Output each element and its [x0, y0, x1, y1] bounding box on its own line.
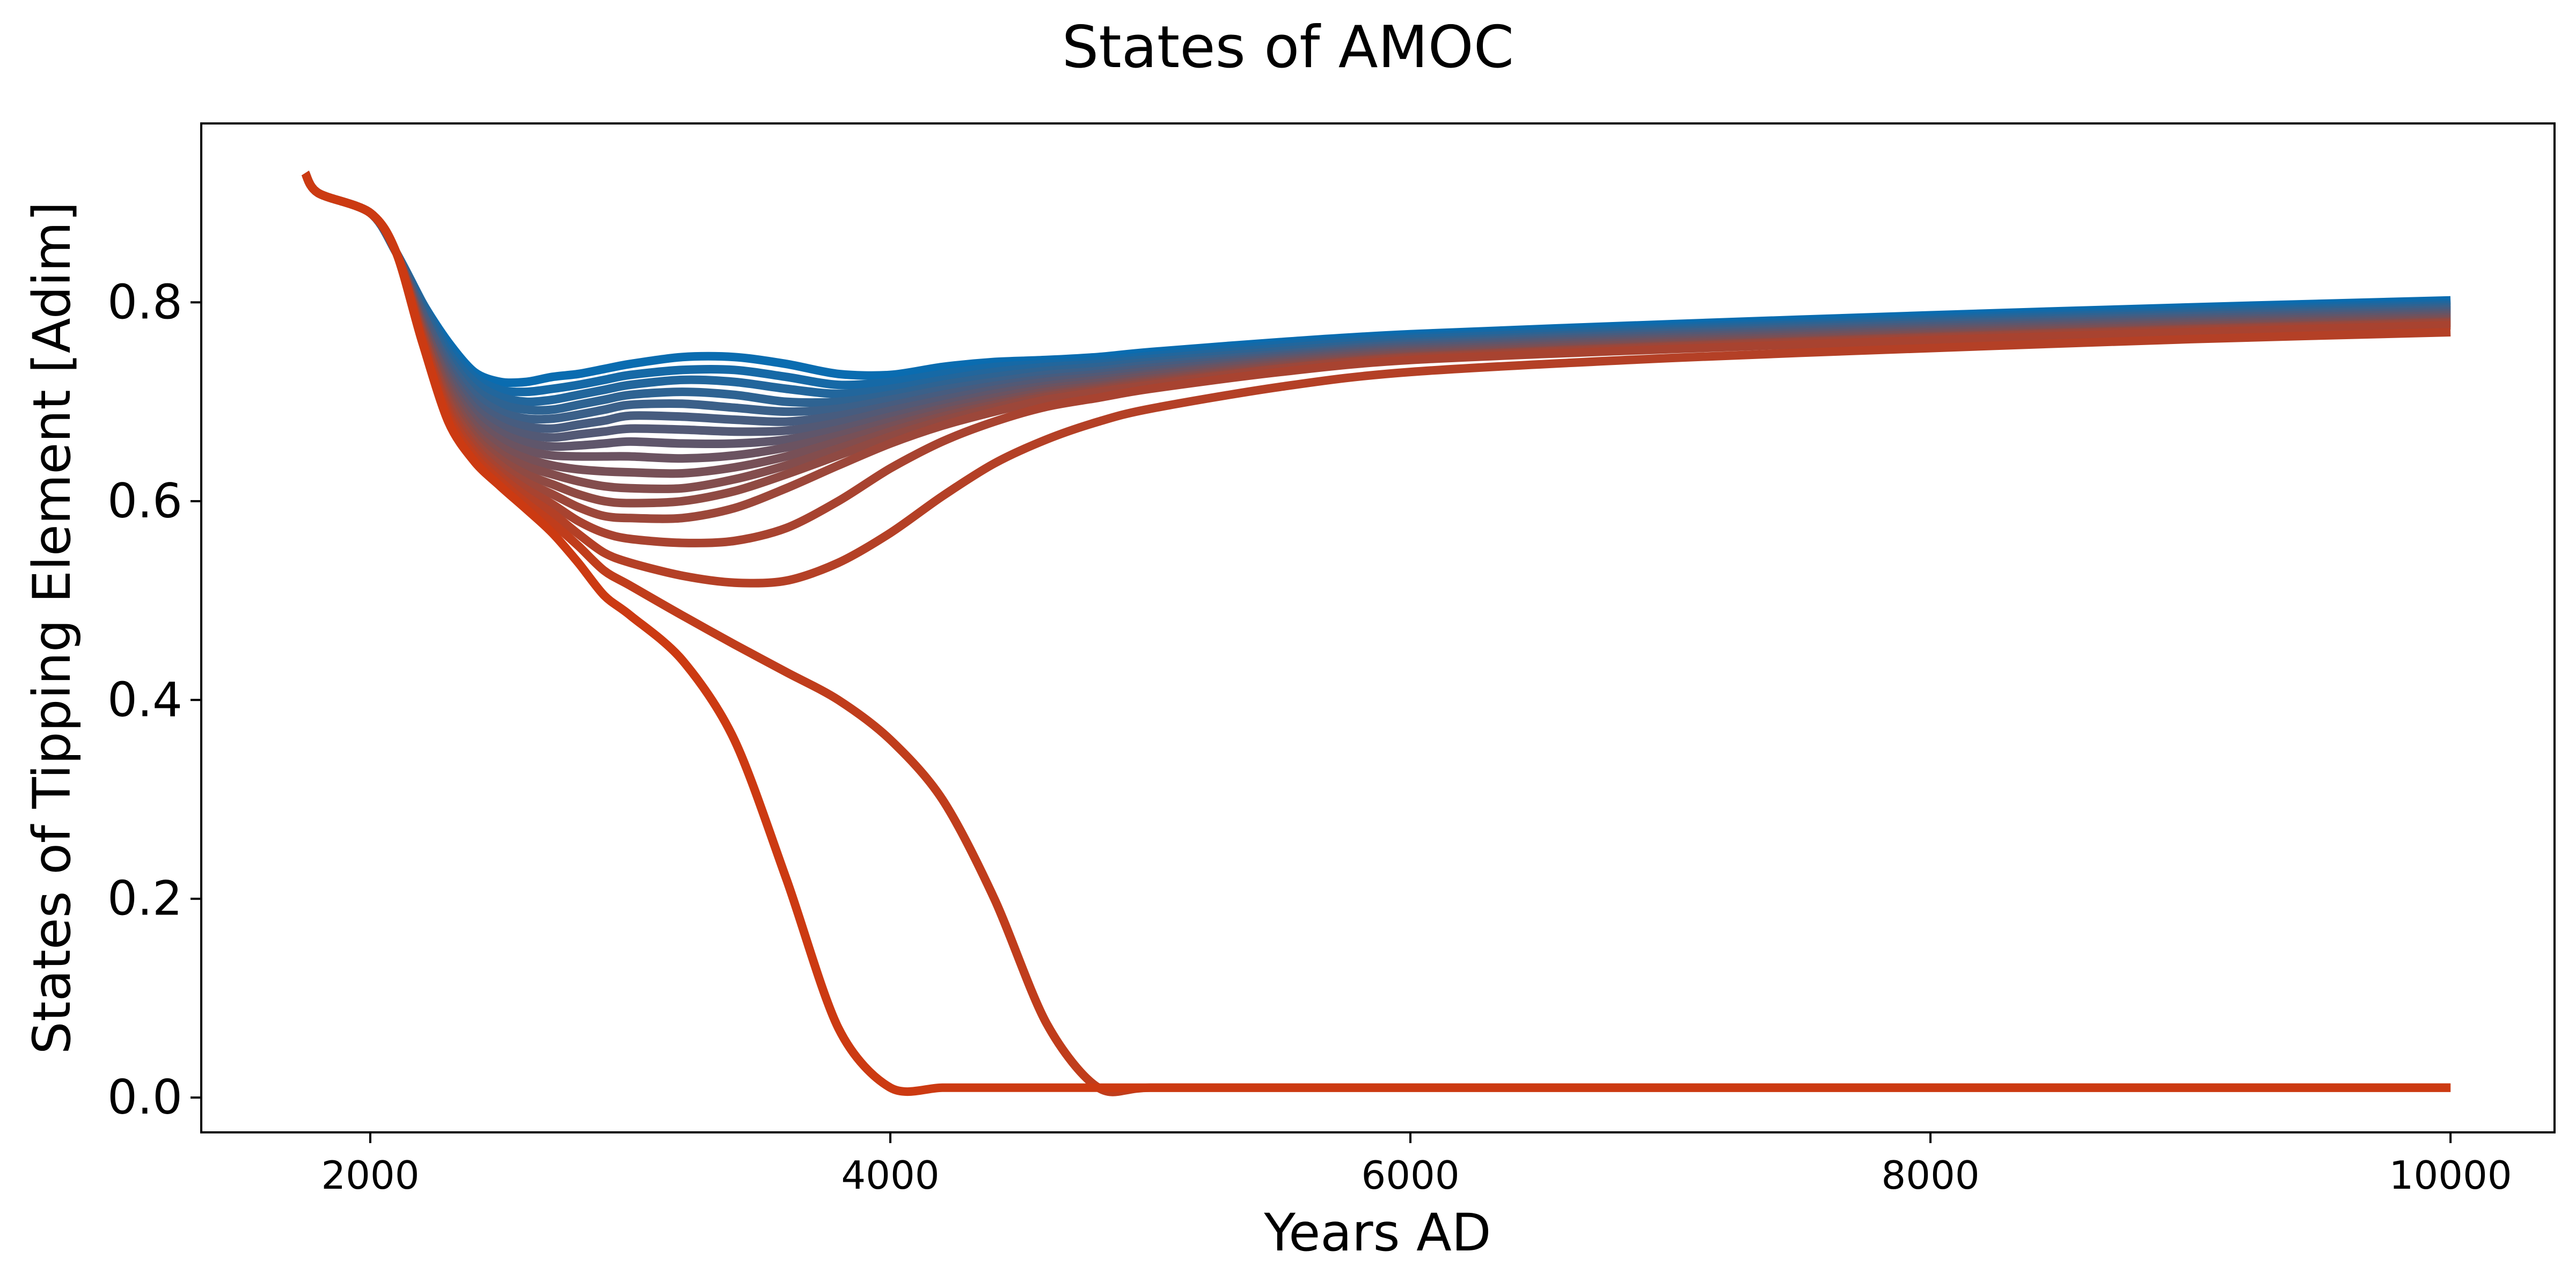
y-tick-label: 0.6 [107, 473, 182, 529]
y-tick-label: 0.8 [107, 274, 182, 330]
x-tick-label: 2000 [321, 1153, 419, 1198]
x-tick-label: 10000 [2389, 1153, 2512, 1198]
x-axis-ticks: 2000 4000 6000 8000 10000 [321, 1132, 2512, 1198]
x-tick-label: 8000 [1882, 1153, 1980, 1198]
plot-frame [200, 122, 2556, 1133]
y-axis-ticks: 0.0 0.2 0.4 0.6 0.8 [107, 274, 201, 1125]
x-axis-label: Years AD [1263, 1203, 1491, 1263]
series-line-17 [301, 171, 2451, 1096]
y-tick-label: 0.0 [107, 1070, 182, 1125]
y-axis-label: States of Tipping Element [Adim] [22, 202, 82, 1055]
x-tick-label: 6000 [1361, 1153, 1459, 1198]
x-tick-label: 4000 [841, 1153, 939, 1198]
y-tick-label: 0.4 [107, 672, 182, 727]
series-layer [301, 171, 2451, 1096]
chart-title: States of AMOC [1062, 14, 1514, 81]
y-tick-label: 0.2 [107, 871, 182, 926]
